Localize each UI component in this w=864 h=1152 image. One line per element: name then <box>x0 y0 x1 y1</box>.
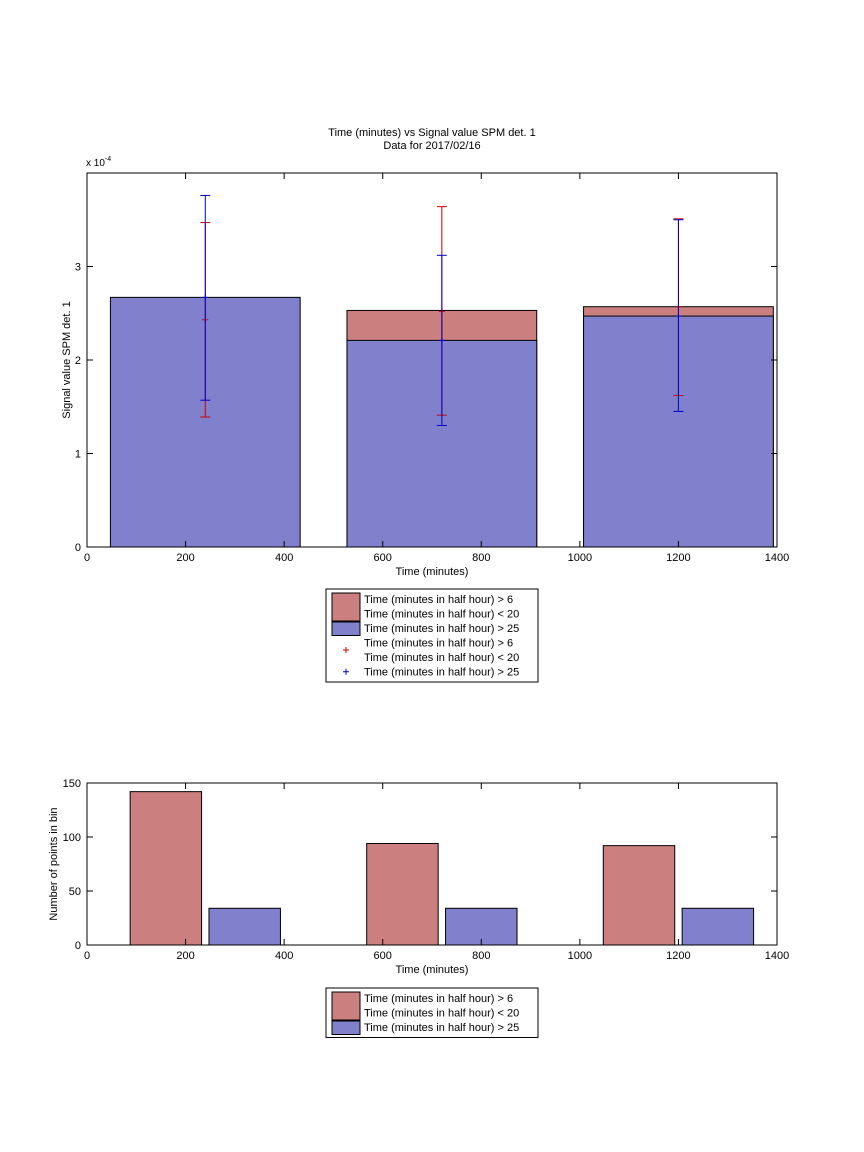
legend-label: Time (minutes in half hour) > 25 <box>364 623 519 635</box>
count-chart: 0 200 400 600 800 1000 1200 1400 0 50 100 150 Time… <box>48 778 789 1038</box>
y-tick-label: 0 <box>75 542 81 554</box>
y-tick-label: 100 <box>63 832 81 844</box>
bar-blue <box>208 907 281 946</box>
exponent-label: x 10-4 <box>86 156 111 169</box>
x-axis-label: Time (minutes) <box>396 566 469 578</box>
y-tick-label: 0 <box>75 940 81 952</box>
legend-label: Time (minutes in half hour) > 6 <box>364 993 513 1005</box>
x-tick-label: 600 <box>374 552 392 564</box>
error-bar-blue <box>673 219 684 412</box>
legend-marker <box>343 668 349 675</box>
x-tick-label: 400 <box>275 552 293 564</box>
x-tick-label: 800 <box>472 552 490 564</box>
x-tick-label: 1200 <box>666 552 690 564</box>
x-tick-label: 0 <box>84 950 90 962</box>
y-tick-label: 150 <box>63 778 81 790</box>
legend-label: Time (minutes in half hour) < 20 <box>364 609 519 621</box>
legend-marker <box>343 647 349 653</box>
chart-subtitle: Data for 2017/02/16 <box>383 140 480 152</box>
plot-frame <box>86 782 778 946</box>
legend-label: Time (minutes in half hour) < 20 <box>364 652 519 664</box>
signal-chart: Time (minutes) vs Signal value SPM det. … <box>61 127 789 683</box>
x-tick-label: 200 <box>176 950 194 962</box>
legend-label: Time (minutes in half hour) > 6 <box>364 638 513 650</box>
x-axis-label: Time (minutes) <box>396 964 469 976</box>
x-tick-label: 800 <box>472 950 490 962</box>
error-bar-blue <box>436 254 447 426</box>
y-tick-label: 1 <box>75 449 81 461</box>
y-axis-label: Signal value SPM det. 1 <box>61 301 73 418</box>
bar-red <box>366 842 439 946</box>
x-tick-label: 1000 <box>568 950 592 962</box>
bar-blue <box>681 907 755 946</box>
legend-swatch <box>331 621 361 636</box>
legend-label: Time (minutes in half hour) > 25 <box>364 667 519 679</box>
x-tick-label: 400 <box>275 950 293 962</box>
legend-box <box>325 588 539 683</box>
y-tick-label: 2 <box>75 355 81 367</box>
legend-label: Time (minutes in half hour) < 20 <box>364 1008 519 1020</box>
x-tick-label: 0 <box>84 552 90 564</box>
error-bar-blue <box>200 194 211 401</box>
legend: Time (minutes in half hour) > 6 Time (min… <box>325 588 539 683</box>
x-tick-label: 1200 <box>666 950 690 962</box>
y-tick-label: 50 <box>69 886 81 898</box>
y-axis-label: Number of points in bin <box>48 807 60 920</box>
x-tick-label: 1400 <box>765 950 789 962</box>
legend-label: Time (minutes in half hour) > 6 <box>364 594 513 606</box>
x-tick-label: 200 <box>176 552 194 564</box>
bar-red <box>602 845 676 946</box>
bar-blue <box>445 907 518 946</box>
legend-swatch <box>331 991 361 1021</box>
legend: Time (minutes in half hour) > 6 Time (min… <box>325 987 539 1038</box>
bar-red <box>129 791 203 946</box>
chart-title: Time (minutes) vs Signal value SPM det. … <box>328 127 535 139</box>
x-tick-label: 600 <box>374 950 392 962</box>
legend-swatch <box>331 592 361 622</box>
y-tick-label: 3 <box>75 262 81 274</box>
legend-box <box>325 987 539 1038</box>
legend-swatch <box>331 1020 361 1035</box>
x-tick-label: 1400 <box>765 552 789 564</box>
x-tick-label: 1000 <box>568 552 592 564</box>
legend-label: Time (minutes in half hour) > 25 <box>364 1022 519 1034</box>
